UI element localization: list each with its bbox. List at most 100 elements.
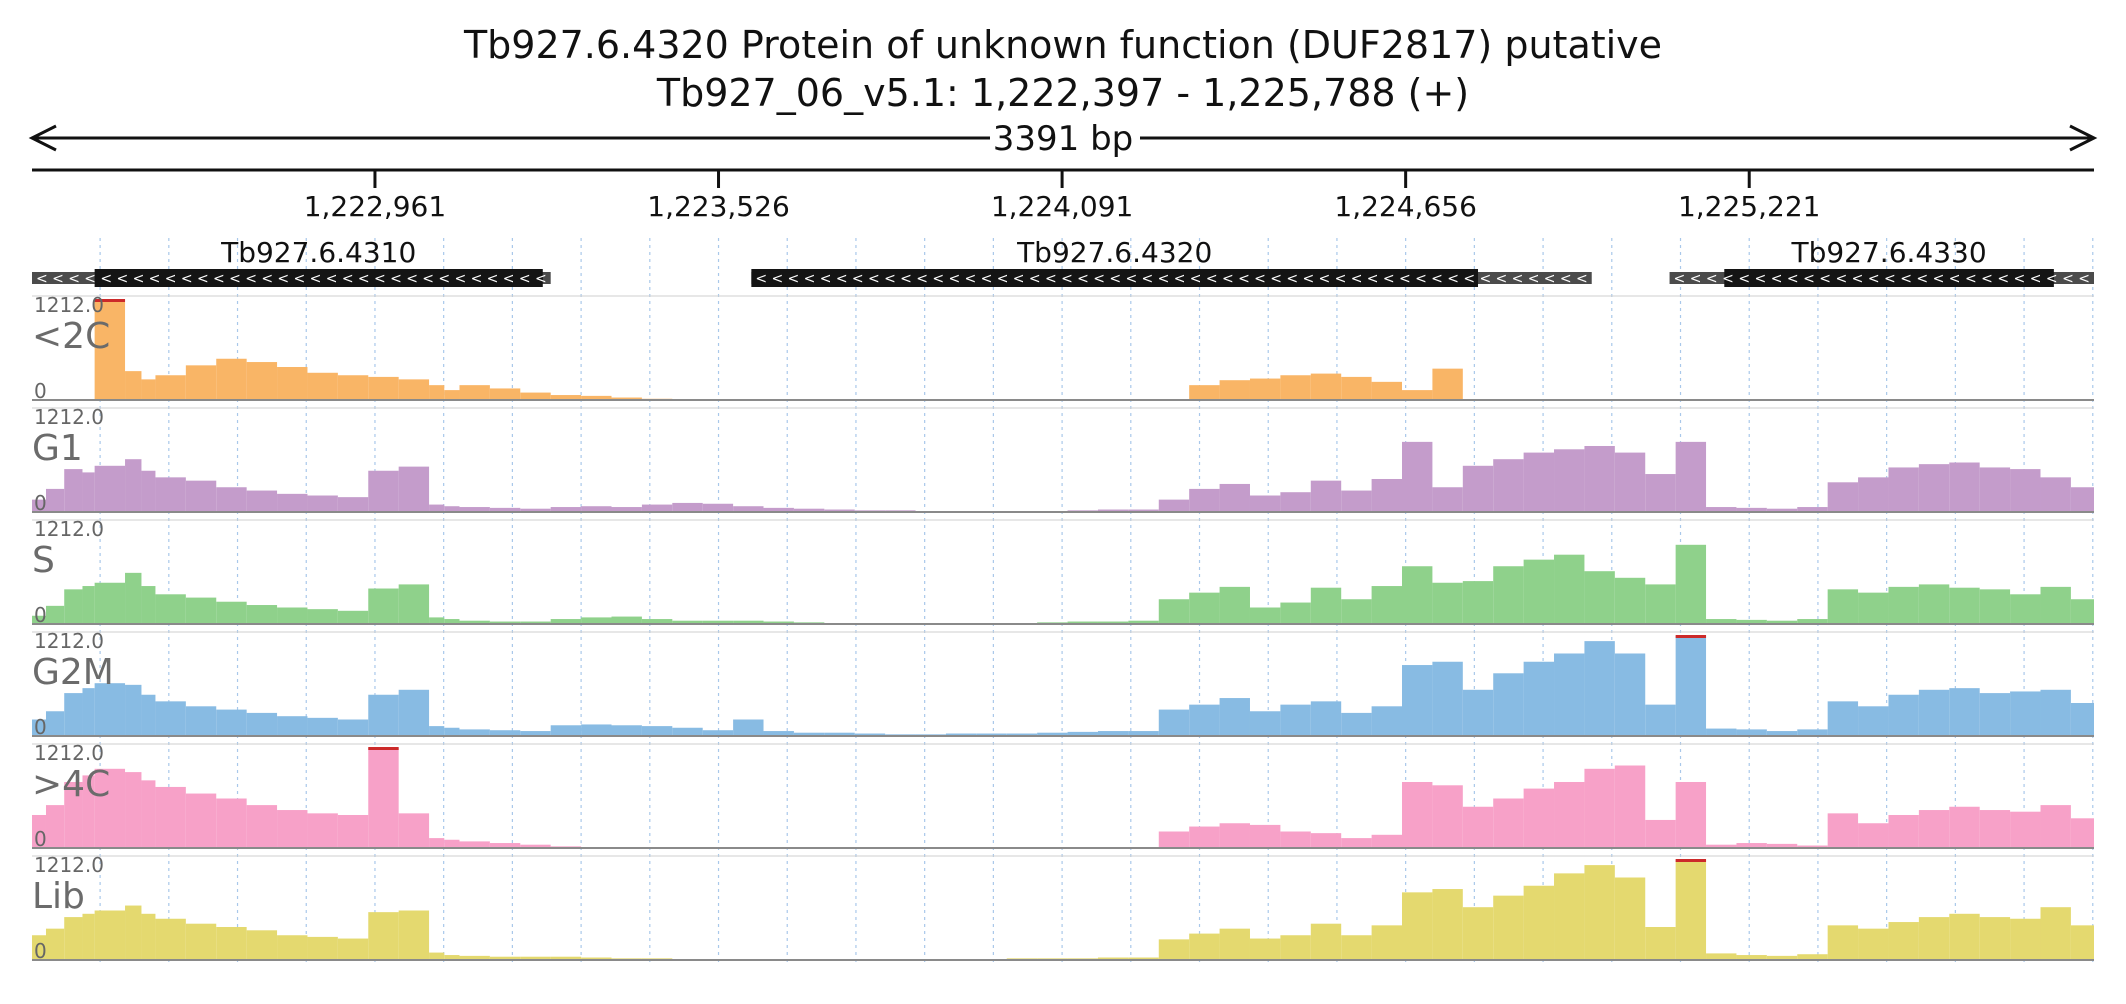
bar-4-7 [155, 787, 185, 848]
bar-2-52 [1493, 566, 1523, 624]
track-ymin-label-1: 0 [34, 491, 47, 515]
bar-4-42 [1189, 827, 1219, 848]
bar-2-4 [95, 583, 125, 624]
track-ymax-label-1: 1212.0 [34, 405, 104, 429]
bar-4-50 [1432, 785, 1462, 848]
bar-5-3 [82, 914, 94, 960]
bar-2-57 [1645, 584, 1675, 624]
bar-4-9 [216, 798, 246, 848]
bar-1-14 [368, 471, 398, 512]
bar-3-27 [733, 719, 763, 736]
bar-5-14 [368, 912, 398, 960]
bar-5-6 [141, 914, 155, 960]
bar-3-46 [1311, 701, 1341, 736]
bar-4-10 [247, 805, 277, 848]
bar-0-47 [1341, 377, 1371, 400]
bar-4-17 [444, 840, 459, 848]
bar-0-8 [186, 365, 216, 400]
bar-4-55 [1584, 769, 1614, 848]
coverage-tracks: 1212.00<2C1212.00G11212.00S1212.00G2M121… [32, 293, 2094, 963]
bar-3-69 [2010, 691, 2040, 736]
bar-1-10 [247, 491, 277, 512]
bar-3-52 [1493, 673, 1523, 736]
bar-4-46 [1311, 833, 1341, 848]
chart-title: Tb927.6.4320 Protein of unknown function… [463, 23, 1662, 67]
gene-label-1: Tb927.6.4320 [1016, 236, 1212, 269]
bar-5-48 [1372, 925, 1402, 960]
bar-3-25 [672, 728, 702, 736]
ruler-tick-label-3: 1,224,656 [1334, 190, 1477, 223]
bar-2-23 [612, 617, 642, 624]
bar-5-15 [399, 910, 429, 960]
track-name-4: >4C [32, 764, 110, 805]
bar-3-6 [141, 695, 155, 736]
bar-0-10 [247, 362, 277, 400]
bar-4-6 [141, 780, 155, 848]
bar-1-58 [1676, 442, 1706, 512]
bar-1-15 [399, 467, 429, 512]
bar-2-50 [1432, 583, 1462, 624]
bar-3-63 [1828, 701, 1858, 736]
bar-3-70 [2040, 690, 2070, 736]
bar-4-8 [186, 794, 216, 848]
bar-5-68 [1980, 917, 2010, 960]
bar-3-59 [1706, 729, 1736, 736]
bar-2-63 [1828, 589, 1858, 624]
bar-1-12 [307, 495, 337, 512]
bar-3-1 [46, 711, 64, 736]
bar-1-44 [1250, 495, 1280, 512]
bar-2-56 [1615, 578, 1645, 624]
gene-label-2: Tb927.6.4330 [1790, 236, 1986, 269]
bar-1-26 [703, 504, 733, 512]
bar-4-11 [277, 810, 307, 848]
bar-4-51 [1463, 807, 1493, 848]
track-ymin-label-4: 0 [34, 827, 47, 851]
bar-4-45 [1280, 831, 1310, 848]
bar-1-56 [1615, 453, 1645, 512]
bar-3-15 [399, 690, 429, 736]
bar-0-43 [1220, 380, 1250, 400]
bar-5-45 [1280, 935, 1310, 960]
bar-5-66 [1919, 917, 1949, 960]
bar-4-12 [307, 813, 337, 848]
track-ymin-label-2: 0 [34, 603, 47, 627]
gene-label-0: Tb927.6.4310 [220, 236, 416, 269]
bar-3-67 [1949, 688, 1979, 736]
bar-2-49 [1402, 566, 1432, 624]
bar-2-43 [1220, 587, 1250, 624]
bar-2-10 [247, 605, 277, 624]
bar-0-19 [490, 388, 520, 400]
track-name-5: Lib [32, 876, 85, 917]
bar-3-21 [551, 725, 581, 736]
bar-1-43 [1220, 484, 1250, 512]
bar-1-47 [1341, 491, 1371, 512]
bar-4-53 [1524, 789, 1554, 848]
bar-3-43 [1220, 698, 1250, 736]
bar-3-65 [1888, 695, 1918, 736]
bar-5-12 [307, 937, 337, 960]
bar-1-42 [1189, 489, 1219, 512]
bar-5-11 [277, 935, 307, 960]
bar-4-41 [1159, 831, 1189, 848]
bar-1-2 [64, 469, 82, 512]
bar-2-58 [1676, 545, 1706, 624]
bar-5-53 [1524, 886, 1554, 960]
bar-4-13 [338, 815, 368, 848]
bar-5-42 [1189, 934, 1219, 960]
bar-0-13 [338, 375, 368, 400]
bar-1-6 [141, 471, 155, 512]
bar-0-5 [125, 371, 141, 400]
bar-1-69 [2010, 469, 2040, 512]
bar-0-15 [399, 379, 429, 400]
bar-2-53 [1524, 560, 1554, 624]
bar-4-65 [1888, 815, 1918, 848]
bar-5-54 [1554, 873, 1584, 960]
bar-2-47 [1341, 599, 1371, 624]
bar-3-13 [338, 719, 368, 736]
bar-2-51 [1463, 581, 1493, 624]
bar-2-8 [186, 598, 216, 624]
bar-0-49 [1402, 390, 1432, 400]
bar-4-56 [1615, 765, 1645, 848]
bar-3-55 [1584, 641, 1614, 736]
bar-3-41 [1159, 710, 1189, 736]
